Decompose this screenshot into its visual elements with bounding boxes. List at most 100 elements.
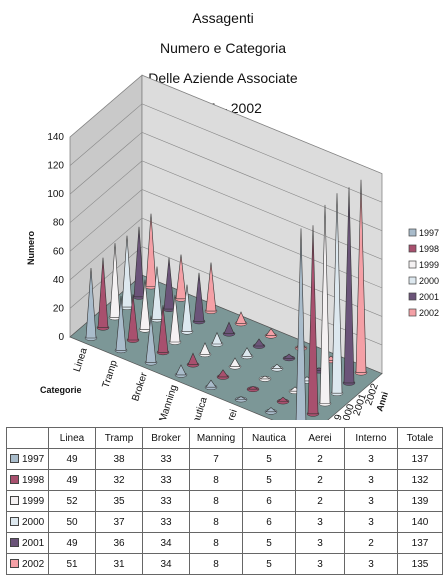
y-tick-label: 80 xyxy=(53,218,65,229)
table-cell: 5 xyxy=(242,448,296,470)
cone-bar xyxy=(151,266,163,320)
table-cell: 34 xyxy=(142,532,190,554)
category-label: Broker xyxy=(130,371,150,403)
table-cell: 32 xyxy=(95,469,143,491)
gridline xyxy=(69,103,383,203)
table-cell: 137 xyxy=(397,448,443,470)
table-header-cell: Linea xyxy=(48,427,96,449)
y-tick-label: 20 xyxy=(53,303,65,314)
table-cell: 8 xyxy=(189,490,243,512)
table-row: 1999 52 35 33 8 6 2 3 139 xyxy=(6,490,443,512)
cone-bar xyxy=(163,257,175,310)
cone-bar xyxy=(145,315,157,363)
table-cell: 8 xyxy=(189,469,243,491)
table-swatch xyxy=(10,516,19,526)
table-cell: 3 xyxy=(344,511,398,533)
cone-bar xyxy=(235,311,247,324)
y-tick-label: 140 xyxy=(47,132,64,143)
table-row: 1998 49 32 33 8 5 2 3 132 xyxy=(6,469,443,491)
table-cell: 33 xyxy=(142,490,190,512)
cone-bar xyxy=(265,328,277,337)
legend-label: 2000 xyxy=(419,276,439,286)
table-row-label: 2001 xyxy=(6,532,49,554)
cone-bar xyxy=(109,243,121,318)
cone-bar xyxy=(175,254,187,300)
table-swatch xyxy=(10,453,19,463)
table-row: 2000 50 37 33 8 6 3 3 140 xyxy=(6,511,443,533)
gridline xyxy=(69,131,383,231)
chart-title: Assagenti xyxy=(192,10,254,26)
cone-bar xyxy=(271,363,283,369)
cone-bar xyxy=(283,353,295,359)
y-tick-label: 40 xyxy=(53,275,65,286)
table-cell: 49 xyxy=(48,448,96,470)
legend-label: 1998 xyxy=(419,244,439,254)
table-cell: 33 xyxy=(142,448,190,470)
table-header-cell: Manning xyxy=(189,427,243,449)
table-cell: 3 xyxy=(344,553,398,575)
table-swatch xyxy=(10,495,19,505)
table-header-cell: Tramp xyxy=(95,427,143,449)
cone-bar xyxy=(121,235,133,308)
table-cell: 6 xyxy=(242,490,296,512)
table-cell: 2 xyxy=(295,469,345,491)
table-row-label: 1998 xyxy=(6,469,49,491)
cone-bar xyxy=(223,321,235,335)
cone-bar xyxy=(199,342,211,355)
table-cell: 2 xyxy=(344,532,398,554)
table-cell: 6 xyxy=(242,511,296,533)
series-axis-label: 1999 xyxy=(328,413,345,420)
legend-label: 2002 xyxy=(419,308,439,318)
table-cell: 2 xyxy=(295,448,345,470)
y-tick-label: 120 xyxy=(47,161,64,172)
table-row: 2001 49 36 34 8 5 3 2 137 xyxy=(6,532,443,554)
chart-subtitle-1: Numero e Categoria xyxy=(159,40,287,56)
table-cell: 51 xyxy=(48,553,96,575)
cone-bar xyxy=(145,213,157,287)
cone-bar xyxy=(343,187,355,384)
table-cell: 37 xyxy=(95,511,143,533)
table-header-cell: Nautica xyxy=(242,427,296,449)
table-swatch xyxy=(10,558,19,568)
cone-bar xyxy=(187,352,199,365)
gridline xyxy=(69,160,383,260)
legend-label: 1999 xyxy=(419,260,439,270)
table-cell: 31 xyxy=(95,553,143,575)
table-cell: 49 xyxy=(48,469,96,491)
table-cell: 34 xyxy=(142,553,190,575)
cone-bar xyxy=(127,294,139,341)
table-cell: 35 xyxy=(95,490,143,512)
table-cell: 137 xyxy=(397,532,443,554)
table-header-cell: Aerei xyxy=(295,427,345,449)
table-cell: 7 xyxy=(189,448,243,470)
table-cell: 3 xyxy=(295,511,345,533)
cone-bar xyxy=(355,179,367,373)
legend-swatch xyxy=(408,292,417,301)
legend-label: 2001 xyxy=(419,292,439,302)
cone-bar xyxy=(253,338,265,347)
category-label: Manning xyxy=(158,384,180,420)
cone-bar xyxy=(265,407,277,413)
table-cell: 132 xyxy=(397,469,443,491)
table-header-cell: Interno xyxy=(344,427,398,449)
table-cell: 139 xyxy=(397,490,443,512)
table-cell: 52 xyxy=(48,490,96,512)
cone-bar xyxy=(193,272,205,322)
cone-bar xyxy=(157,305,169,353)
cone-bar xyxy=(307,225,319,415)
gridline xyxy=(69,74,383,174)
y-axis-label: Numero xyxy=(26,231,36,266)
table-cell: 33 xyxy=(142,511,190,533)
table-cell: 36 xyxy=(95,532,143,554)
table-cell: 33 xyxy=(142,469,190,491)
table-cell: 135 xyxy=(397,553,443,575)
table-cell: 3 xyxy=(344,469,398,491)
cone-bar xyxy=(331,193,343,394)
table-cell: 5 xyxy=(242,553,296,575)
table-cell: 8 xyxy=(189,553,243,575)
table-header-row: Linea Tramp Broker Manning Nautica Aerei Inter… xyxy=(6,427,443,449)
cone-bar xyxy=(229,357,241,367)
table-row-label: 2002 xyxy=(6,553,49,575)
gridline xyxy=(69,189,383,289)
table-cell: 5 xyxy=(242,469,296,491)
